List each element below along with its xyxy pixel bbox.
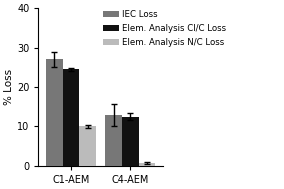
Y-axis label: % Loss: % Loss — [4, 69, 14, 105]
Bar — [46, 59, 63, 166]
Bar — [79, 126, 96, 166]
Bar — [139, 163, 155, 166]
Bar — [122, 117, 139, 166]
Bar — [63, 69, 79, 166]
Legend: IEC Loss, Elem. Analysis Cl/C Loss, Elem. Analysis N/C Loss: IEC Loss, Elem. Analysis Cl/C Loss, Elem… — [103, 9, 227, 47]
Bar — [105, 115, 122, 166]
